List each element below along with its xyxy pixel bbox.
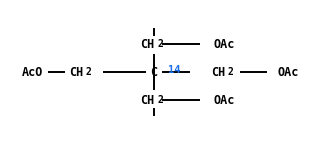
Text: 2: 2 xyxy=(157,95,163,105)
Text: OAc: OAc xyxy=(277,65,299,79)
Text: C: C xyxy=(150,65,158,79)
Text: CH: CH xyxy=(140,94,154,107)
Text: CH: CH xyxy=(69,65,83,79)
Text: 2: 2 xyxy=(228,67,234,77)
Text: CH: CH xyxy=(211,65,225,79)
Text: CH: CH xyxy=(140,37,154,50)
Text: 14: 14 xyxy=(168,65,180,75)
Text: AcO: AcO xyxy=(22,65,44,79)
Text: OAc: OAc xyxy=(213,94,234,107)
Text: 2: 2 xyxy=(86,67,92,77)
Text: 2: 2 xyxy=(157,39,163,49)
Text: OAc: OAc xyxy=(213,37,234,50)
